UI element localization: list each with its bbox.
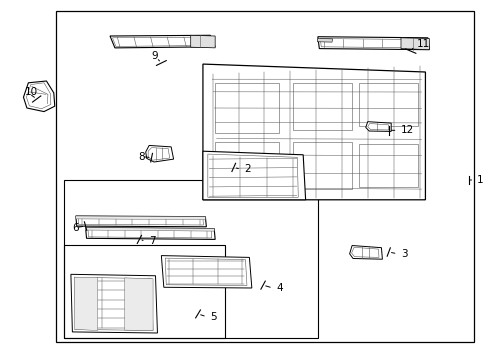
Bar [359, 144, 417, 187]
Text: 6: 6 [72, 222, 79, 233]
Bar [63, 180, 317, 338]
Bar [215, 83, 278, 133]
Text: 4: 4 [276, 283, 283, 293]
Text: 2: 2 [244, 164, 251, 174]
Polygon shape [145, 145, 173, 162]
Polygon shape [76, 216, 205, 220]
Text: 11: 11 [416, 39, 429, 49]
Polygon shape [85, 228, 214, 231]
Bar [293, 142, 351, 189]
Polygon shape [203, 64, 425, 200]
Text: 10: 10 [24, 87, 38, 97]
Polygon shape [317, 39, 332, 42]
Polygon shape [76, 216, 206, 227]
Text: 3: 3 [400, 249, 407, 259]
Polygon shape [400, 38, 428, 50]
Text: 9: 9 [151, 51, 158, 61]
Polygon shape [365, 122, 390, 131]
Polygon shape [74, 277, 98, 330]
Text: 12: 12 [400, 125, 413, 135]
Bar [63, 245, 224, 338]
Polygon shape [190, 35, 215, 48]
Polygon shape [71, 274, 157, 333]
Text: 7: 7 [149, 236, 156, 246]
Polygon shape [349, 246, 382, 259]
Polygon shape [110, 35, 215, 48]
Polygon shape [317, 37, 428, 50]
Polygon shape [161, 256, 251, 288]
Bar [293, 83, 351, 130]
Text: 8: 8 [138, 152, 144, 162]
Bar [215, 142, 278, 193]
Polygon shape [124, 278, 153, 330]
Bar [359, 83, 417, 126]
Polygon shape [85, 228, 215, 239]
Bar [56, 11, 473, 342]
Polygon shape [203, 151, 305, 200]
Polygon shape [23, 81, 55, 112]
Text: 5: 5 [210, 312, 217, 322]
Text: 1: 1 [476, 175, 483, 185]
